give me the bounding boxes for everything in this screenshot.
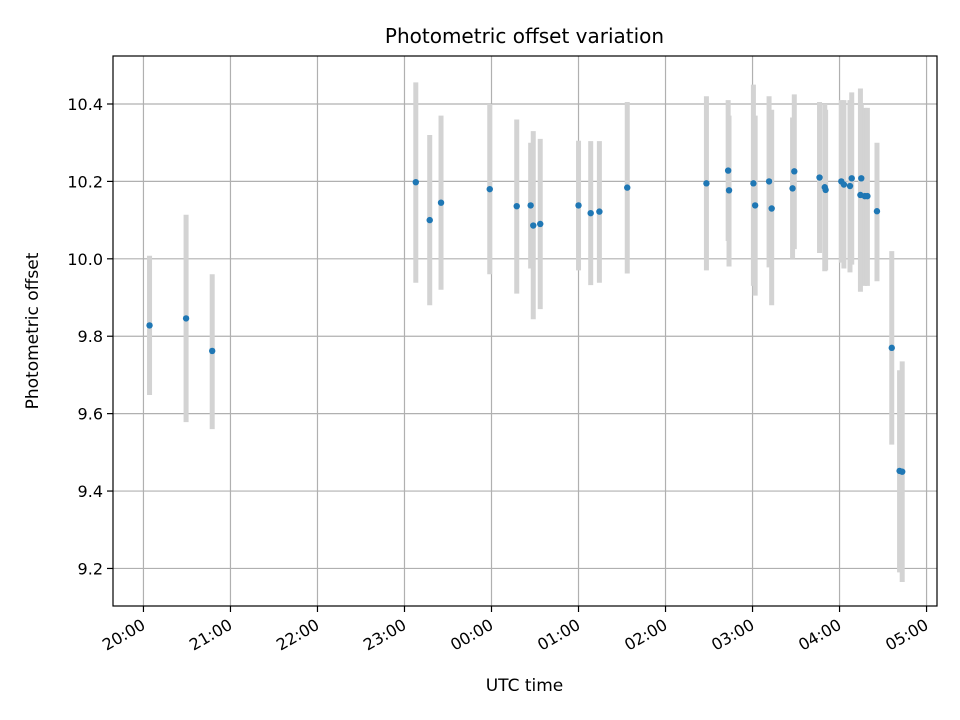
data-point — [530, 222, 537, 229]
data-points — [146, 167, 906, 475]
data-point — [527, 202, 534, 209]
data-point — [575, 202, 582, 209]
data-point — [858, 175, 865, 182]
x-axis-label: UTC time — [486, 676, 564, 696]
y-axis-label: Photometric offset — [23, 252, 43, 409]
data-point — [725, 187, 733, 194]
data-point — [791, 168, 798, 175]
data-point — [703, 180, 710, 187]
data-point — [768, 205, 775, 212]
data-point — [751, 202, 759, 209]
data-point — [486, 185, 493, 193]
data-point — [765, 178, 773, 185]
y-tick-label: 9.2 — [78, 559, 103, 578]
y-tick-label: 10.2 — [67, 172, 103, 191]
y-tick-label: 9.4 — [78, 482, 103, 501]
data-point — [789, 185, 796, 192]
data-point — [724, 167, 732, 174]
y-tick-label: 10.0 — [67, 250, 103, 269]
data-point — [888, 344, 895, 352]
data-point — [898, 468, 906, 475]
data-point — [846, 182, 854, 190]
y-tick-label: 10.4 — [67, 95, 103, 114]
data-point — [537, 220, 544, 228]
data-point — [426, 216, 433, 224]
data-point — [596, 208, 603, 215]
data-point — [822, 186, 829, 194]
data-point — [840, 181, 848, 188]
data-point — [816, 174, 823, 181]
data-point — [587, 209, 594, 217]
data-point — [624, 184, 631, 191]
data-point — [437, 199, 445, 206]
data-point — [864, 192, 871, 200]
data-point — [873, 208, 881, 215]
data-point — [146, 322, 153, 329]
data-point — [513, 202, 520, 210]
y-tick-label: 9.8 — [78, 327, 103, 346]
data-point — [750, 180, 757, 187]
data-point — [208, 347, 216, 355]
plot-frame — [112, 55, 938, 607]
data-point — [182, 315, 190, 322]
data-point — [848, 175, 855, 182]
y-tick-label: 9.6 — [78, 405, 103, 424]
data-point — [412, 178, 420, 186]
chart-title: Photometric offset variation — [385, 24, 664, 48]
